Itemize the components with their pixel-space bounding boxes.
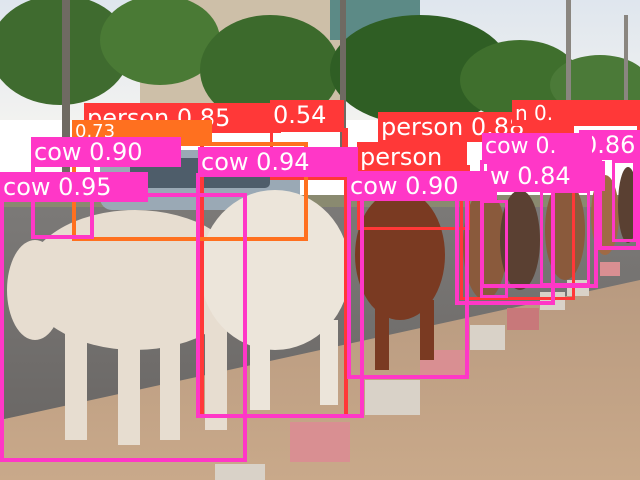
- detection-label: cow 0.90: [31, 137, 181, 167]
- pole: [340, 0, 346, 150]
- cow-brown: [355, 190, 445, 370]
- detection-label: w 0.84: [487, 161, 605, 191]
- pole: [566, 0, 571, 110]
- detection-box: [612, 160, 636, 242]
- trees: [0, 0, 640, 125]
- detection-box: [0, 193, 247, 462]
- detection-label: person: [357, 142, 467, 172]
- detection-label: cow 0.90: [347, 171, 497, 201]
- detection-label: n 0.: [512, 100, 640, 126]
- detection-label: 0.54: [270, 100, 344, 130]
- pole: [62, 0, 70, 200]
- detection-label: cow 0.95: [0, 172, 148, 202]
- pole: [624, 15, 628, 110]
- detection-label: cow 0.94: [198, 147, 358, 177]
- curb-stones: [215, 262, 620, 480]
- detection-box: [347, 197, 469, 379]
- cow-front: [7, 210, 245, 445]
- detection-box: [480, 200, 508, 298]
- cow-white-2: [200, 190, 350, 410]
- detection-box: [540, 190, 590, 286]
- detection-label: cow 0.: [482, 133, 592, 161]
